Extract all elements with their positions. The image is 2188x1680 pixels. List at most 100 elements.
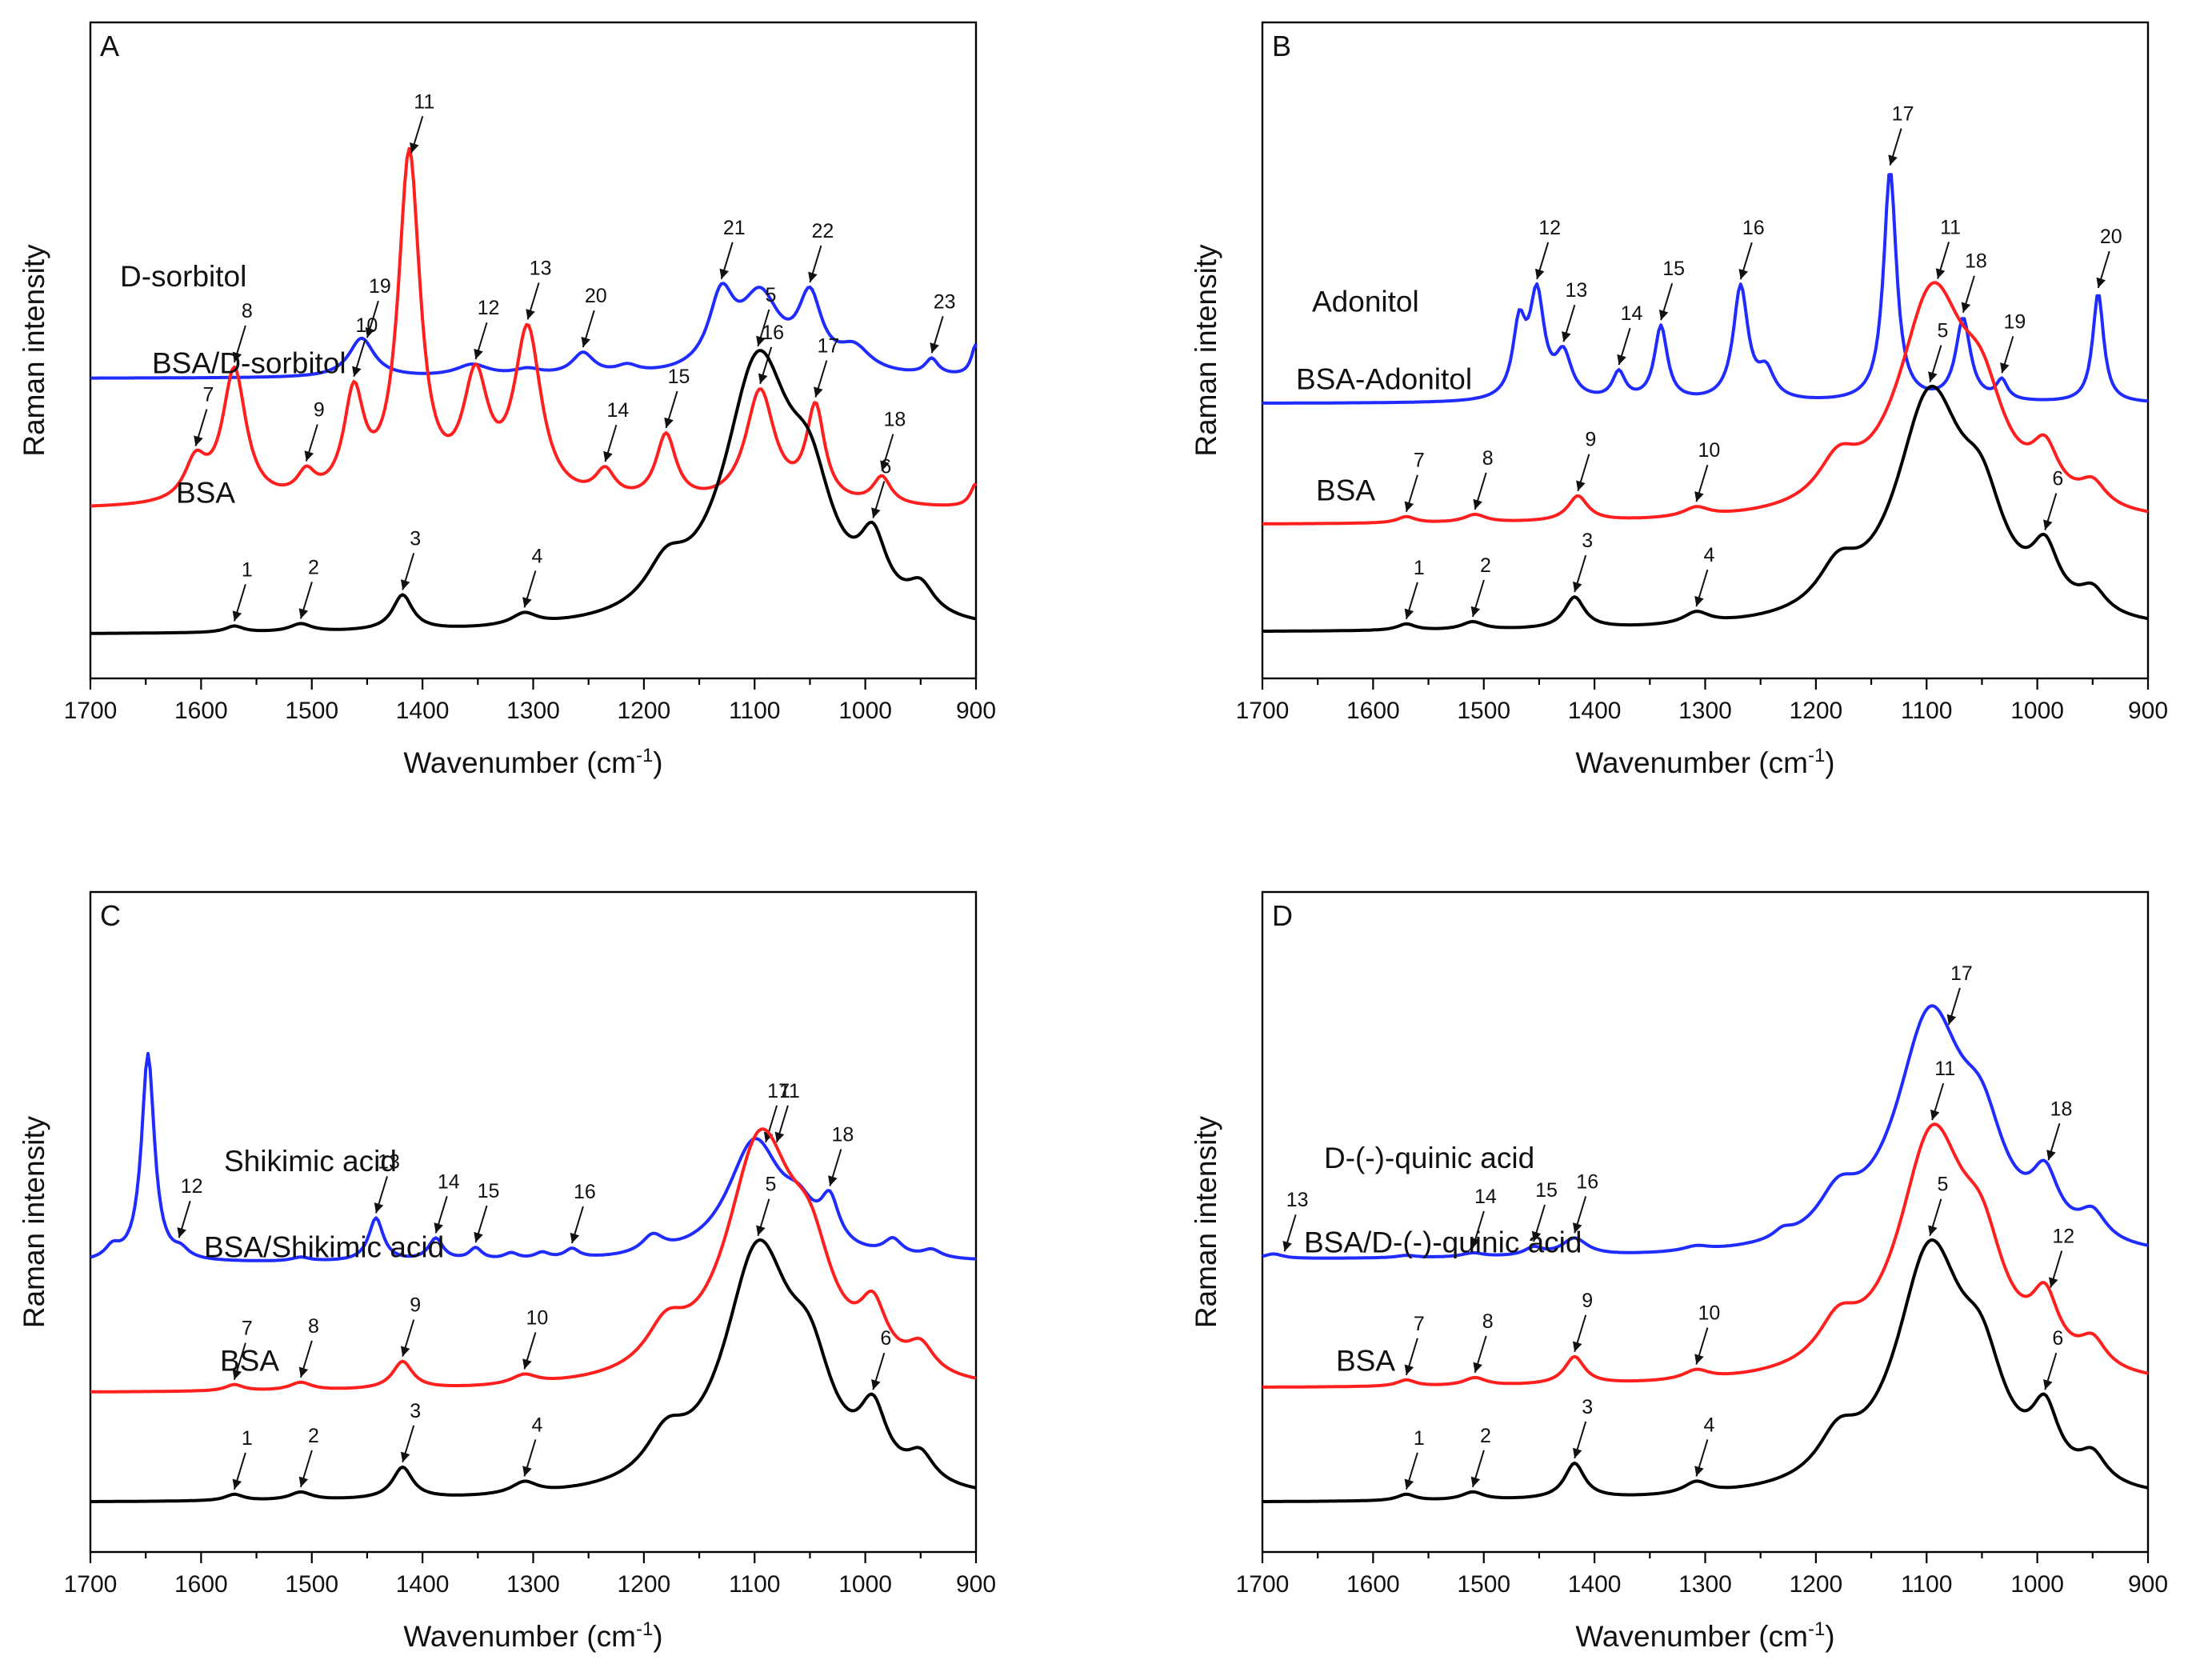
x-tick-label: 1000 (2010, 1571, 2064, 1598)
peak-arrowhead (581, 336, 591, 348)
peak-label: 13 (378, 1150, 400, 1173)
peak-arrowhead (374, 1202, 384, 1214)
peak-arrowhead (1404, 1478, 1414, 1490)
peak-arrowhead (1658, 309, 1669, 321)
peak-arrowhead (2046, 1150, 2056, 1161)
peak-arrowhead (1738, 268, 1749, 280)
panel-b: B 1700 1600 1500 1400 1300 1200 1100 1000 900 Wave… (1190, 21, 2168, 779)
peak-label: 2 (308, 1425, 319, 1447)
x-tick-label: 1000 (838, 698, 892, 724)
x-tick-label: 900 (2128, 698, 2168, 724)
peak-arrowhead (1935, 268, 1946, 279)
series-line-bsa (1262, 385, 2149, 633)
peak-label: 18 (1965, 250, 1987, 273)
peak-arrowhead (719, 268, 729, 279)
x-tick-label: 900 (956, 1571, 996, 1598)
peak-arrowhead (400, 1451, 410, 1462)
peak-label: 16 (762, 322, 784, 344)
peak-arrowhead (1404, 501, 1414, 512)
peak-arrowhead (1930, 1109, 1940, 1121)
peak-label: 19 (369, 275, 391, 298)
peak-label: 8 (308, 1315, 319, 1338)
peak-label: 8 (242, 300, 253, 322)
peak-arrowhead (1928, 1225, 1938, 1236)
series-label: BSA/D-(-)-quinic acid (1304, 1226, 1582, 1259)
peak-arrowhead (1572, 1447, 1582, 1458)
series-line-bsa-shikimic-acid (90, 1127, 977, 1394)
x-axis-label: Wavenumber (cm-1) (1575, 1618, 1834, 1653)
series-line-bsa (90, 1238, 977, 1503)
peak-label: 17 (1892, 103, 1914, 126)
y-axis-label: Raman intensity (18, 1115, 50, 1328)
x-tick-label: 1500 (1457, 1571, 1510, 1598)
peak-label: 10 (526, 1306, 549, 1329)
y-axis-label: Raman intensity (1190, 244, 1222, 457)
peak-arrowhead (400, 579, 410, 590)
peak-arrowhead (1473, 498, 1482, 510)
x-tick-label: 1700 (64, 698, 118, 724)
x-tick-label: 1200 (618, 698, 671, 724)
peak-label: 13 (1286, 1189, 1309, 1211)
x-axis-label: Wavenumber (cm-1) (403, 1618, 662, 1653)
peak-label: 14 (1621, 302, 1643, 325)
x-tick-label: 1600 (174, 1571, 228, 1598)
peak-label: 14 (1474, 1186, 1497, 1208)
peak-label: 1 (1414, 1427, 1425, 1450)
peak-arrowhead (400, 1346, 410, 1357)
peak-arrowhead (1562, 330, 1571, 342)
peak-label: 18 (2050, 1098, 2073, 1120)
y-axis-label: Raman intensity (18, 244, 50, 457)
x-tick-label: 1400 (396, 698, 450, 724)
peak-label: 7 (203, 384, 214, 406)
series-label: BSA (220, 1345, 279, 1378)
peak-label: 18 (883, 409, 906, 431)
peak-label: 15 (668, 366, 690, 388)
x-tick-label: 1300 (1678, 1571, 1732, 1598)
peak-arrowhead (410, 142, 419, 154)
peak-label: 16 (1576, 1170, 1598, 1193)
x-tick-label: 1100 (729, 1571, 781, 1598)
series-line-bsa-d-sorbitol (90, 146, 978, 508)
panel-d: D 1700 1600 1500 1400 1300 1200 1100 1000 900 Wave… (1190, 890, 2168, 1653)
x-tick-label: 1000 (838, 1571, 892, 1598)
peak-arrowhead (756, 335, 766, 346)
x-tick-label: 1500 (1457, 698, 1510, 724)
peak-arrowhead (304, 450, 314, 462)
peak-arrowhead (1404, 1364, 1414, 1375)
peak-arrowhead (194, 435, 203, 446)
peak-arrowhead (522, 1358, 532, 1370)
peak-arrowhead (774, 1131, 785, 1142)
peak-arrowhead (1470, 1237, 1481, 1248)
peak-arrowhead (2043, 519, 2053, 530)
peak-label: 12 (478, 297, 500, 319)
peak-arrowhead (1473, 1362, 1482, 1373)
peak-arrowhead (177, 1227, 186, 1238)
peak-arrowhead (1572, 1341, 1582, 1352)
panel-c: C 1700 1600 1500 1400 1300 1200 1100 1000 900 Wave… (18, 890, 996, 1653)
peak-label: 9 (410, 1294, 421, 1317)
x-tick-label: 1500 (285, 1571, 338, 1598)
peak-label: 6 (880, 456, 891, 478)
peak-label: 9 (1585, 429, 1596, 451)
x-axis-label: Wavenumber (cm-1) (403, 745, 662, 779)
series-line-bsa-d-quinic-acid (1262, 1122, 2149, 1389)
peak-arrowhead (871, 1378, 881, 1390)
peak-label: 11 (1934, 1058, 1955, 1080)
peak-arrowhead (2043, 1378, 2053, 1390)
peak-label: 9 (314, 399, 325, 422)
plot-frame (1261, 890, 2150, 1554)
peak-arrowhead (522, 597, 532, 608)
peak-label: 14 (438, 1170, 460, 1193)
peak-arrowhead (1572, 1222, 1582, 1234)
peak-label: 3 (1582, 1396, 1593, 1418)
peak-label: 2 (1480, 1425, 1491, 1447)
peak-label: 21 (723, 217, 746, 239)
peak-label: 6 (2052, 468, 2063, 490)
series-label: Adonitol (1312, 285, 1419, 318)
series-label: D-(-)-quinic acid (1324, 1142, 1534, 1174)
peak-label: 2 (1480, 554, 1491, 577)
peak-label: 11 (414, 90, 434, 113)
peak-arrowhead (474, 348, 483, 360)
peak-label: 6 (2052, 1327, 2063, 1350)
